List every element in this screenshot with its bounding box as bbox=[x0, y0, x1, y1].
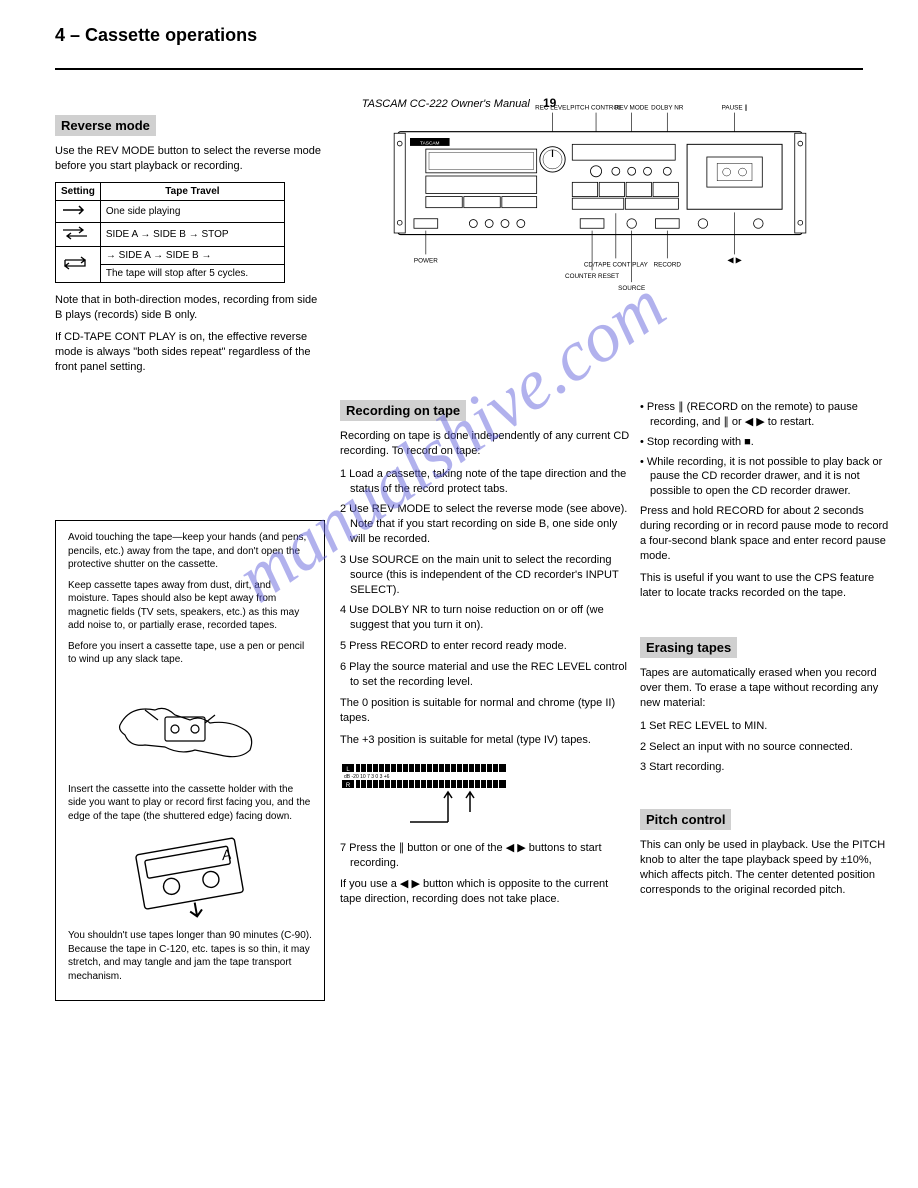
hands-cassette-illustration bbox=[100, 675, 280, 775]
svg-text:CD/TAPE CONT PLAY: CD/TAPE CONT PLAY bbox=[584, 261, 649, 268]
sidebar-p4: Insert the cassette into the cassette ho… bbox=[68, 783, 312, 824]
svg-text:A: A bbox=[219, 846, 232, 864]
rec-step-1: 1 Load a cassette, taking note of the ta… bbox=[340, 467, 630, 497]
svg-text:TASCAM: TASCAM bbox=[420, 140, 439, 146]
rec-cont-2: • Stop recording with ■. bbox=[640, 435, 890, 450]
svg-text:◀ ▶: ◀ ▶ bbox=[727, 255, 742, 264]
pitch-p: This can only be used in playback. Use t… bbox=[640, 838, 890, 897]
svg-text:RECORD: RECORD bbox=[654, 261, 682, 268]
rec-note: If you use a ◀ ▶ button which is opposit… bbox=[340, 877, 630, 907]
rec-step-2: 2 Use REV MODE to select the reverse mod… bbox=[340, 502, 630, 547]
rec-intro: Recording on tape is done independently … bbox=[340, 429, 630, 459]
rec-resume-list: 7 Press the ∥ button or one of the ◀ ▶ b… bbox=[340, 841, 630, 871]
section-erasing: Erasing tapes bbox=[640, 637, 737, 658]
rec-step-6: 6 Play the source material and use the R… bbox=[340, 660, 630, 690]
rec-steps-list: 1 Load a cassette, taking note of the ta… bbox=[340, 467, 630, 690]
rec-cont-3: • While recording, it is not possible to… bbox=[640, 455, 890, 500]
svg-text:COUNTER RESET: COUNTER RESET bbox=[565, 273, 619, 280]
section-recording: Recording on tape bbox=[340, 400, 466, 421]
erase-p1: Tapes are automatically erased when you … bbox=[640, 666, 890, 711]
erase-step-2: 2 Select an input with no source connect… bbox=[640, 740, 890, 755]
sidebar-p2: Keep cassette tapes away from dust, dirt… bbox=[68, 579, 312, 633]
rec-p3: This is useful if you want to use the CP… bbox=[640, 571, 890, 601]
rec-cont-list: • Press ∥ (RECORD on the remote) to paus… bbox=[640, 400, 890, 499]
section-reverse-mode: Reverse mode bbox=[55, 115, 156, 136]
device-illustration: REC LEVEL PITCH CONTROL REV MODE DOLBY N… bbox=[340, 100, 860, 290]
tape-travel-table: Setting Tape Travel One side playing SID… bbox=[55, 182, 285, 283]
cell-text-1: One side playing bbox=[100, 200, 284, 222]
rec-step-4: 4 Use DOLBY NR to turn noise reduction o… bbox=[340, 603, 630, 633]
cell-icon-3 bbox=[56, 246, 101, 282]
erase-steps-list: 1 Set REC LEVEL to MIN. 2 Select an inpu… bbox=[640, 719, 890, 776]
rec-p2: Press and hold RECORD for about 2 second… bbox=[640, 504, 890, 563]
reverse-note1: Note that in both-direction modes, recor… bbox=[55, 293, 325, 323]
svg-text:SOURCE: SOURCE bbox=[618, 285, 645, 290]
erase-step-1: 1 Set REC LEVEL to MIN. bbox=[640, 719, 890, 734]
section-pitch: Pitch control bbox=[640, 809, 731, 830]
rec-step-5: 5 Press RECORD to enter record ready mod… bbox=[340, 639, 630, 654]
rec-step-3: 3 Use SOURCE on the main unit to select … bbox=[340, 553, 630, 598]
chapter-title: 4 – Cassette operations bbox=[55, 25, 257, 46]
svg-text:dB -20 10 7 3 0 3: dB -20 10 7 3 0 3 +6 bbox=[344, 774, 390, 780]
meter-p1: The 0 position is suitable for normal an… bbox=[340, 696, 630, 726]
th-travel: Tape Travel bbox=[100, 182, 284, 200]
meter-p2: The +3 position is suitable for metal (t… bbox=[340, 733, 630, 748]
svg-text:POWER: POWER bbox=[414, 257, 438, 264]
cell-icon-1 bbox=[56, 200, 101, 222]
svg-text:R: R bbox=[346, 783, 351, 789]
erase-step-3: 3 Start recording. bbox=[640, 760, 890, 775]
sidebar-p1: Avoid touching the tape—keep your hands … bbox=[68, 531, 312, 572]
tape-care-sidebar: Avoid touching the tape—keep your hands … bbox=[55, 520, 325, 1001]
header-rule bbox=[55, 68, 863, 70]
meter-illustration: L R dB -20 10 7 3 0 3 +6 bbox=[340, 762, 510, 832]
sidebar-p3: Before you insert a cassette tape, use a… bbox=[68, 640, 312, 667]
rec-step-7: 7 Press the ∥ button or one of the ◀ ▶ b… bbox=[340, 841, 630, 871]
sidebar-p5: You shouldn't use tapes longer than 90 m… bbox=[68, 929, 312, 983]
rec-cont-1: • Press ∥ (RECORD on the remote) to paus… bbox=[640, 400, 890, 430]
cell-text-2: SIDE A → SIDE B → STOP bbox=[100, 222, 284, 246]
reverse-body: Use the REV MODE button to select the re… bbox=[55, 144, 325, 174]
cell-text-4: The tape will stop after 5 cycles. bbox=[100, 264, 284, 282]
cell-text-3: → SIDE A → SIDE B → bbox=[100, 246, 284, 264]
reverse-note2: If CD-TAPE CONT PLAY is on, the effectiv… bbox=[55, 330, 325, 375]
cell-icon-2 bbox=[56, 222, 101, 246]
cassette-insert-illustration: A bbox=[100, 831, 280, 921]
th-setting: Setting bbox=[56, 182, 101, 200]
footer-page-number: 19 bbox=[543, 96, 556, 110]
footer-manual-title: TASCAM CC-222 Owner's Manual bbox=[362, 98, 530, 110]
